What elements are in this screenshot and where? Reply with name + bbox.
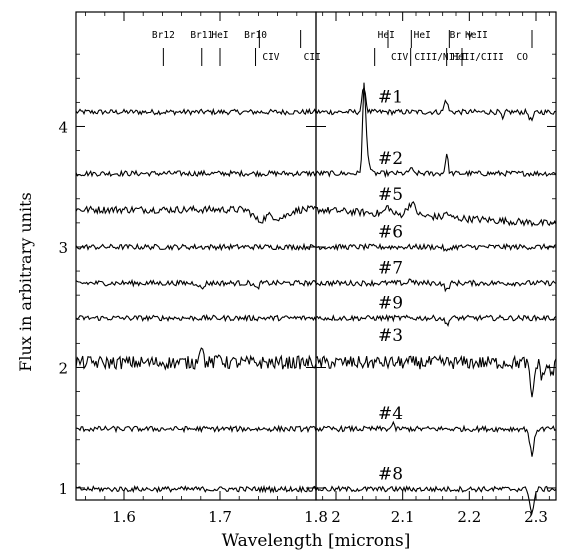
marker-label: HeI (378, 30, 395, 41)
spectrum-line-left (75, 278, 317, 290)
series-label: #9 (378, 293, 403, 313)
panel-frame-right (315, 11, 557, 501)
panel-frames (75, 11, 557, 501)
x-tick-label: 2.1 (391, 508, 415, 526)
spectrum-5: #5 (75, 185, 557, 228)
series-label: #6 (378, 222, 403, 242)
spectrum-line-right (315, 313, 557, 327)
x-tick-label: 2.3 (524, 508, 548, 526)
series-label: #2 (378, 149, 403, 169)
spectrum-6: #6 (75, 222, 557, 252)
spectrum-line-left (75, 107, 317, 117)
spectrum-8: #8 (75, 464, 557, 515)
y-axis-label: Flux in arbitrary units (16, 192, 35, 371)
spectrum-2: #2 (75, 82, 557, 179)
y-tick-label: 3 (58, 239, 68, 257)
y-tick-label: 2 (58, 359, 68, 377)
spectrum-1: #1 (75, 86, 557, 122)
spectrum-line-right (315, 354, 557, 398)
marker-label: Br γ (450, 30, 473, 41)
spectrum-line-right (315, 278, 557, 293)
marker-label: CIV (391, 52, 408, 63)
spectrum-line-left (75, 169, 317, 178)
x-axis-label: Wavelength [microns] (222, 531, 411, 551)
spectrum-line-right (315, 485, 557, 515)
x-tick-label: 1.6 (112, 508, 136, 526)
spectrum-line-right (315, 420, 557, 457)
marker-label: HeI (414, 30, 431, 41)
spectrum-9: #9 (75, 293, 557, 327)
marker-label: CII (304, 52, 321, 63)
marker-label: HeII (465, 30, 488, 41)
marker-label: Br10 (244, 30, 267, 41)
marker-label: Br11 (190, 30, 213, 41)
spectrum-line-left (75, 484, 317, 494)
series-label: #4 (378, 404, 403, 424)
series-label: #7 (378, 258, 403, 278)
marker-label: CO (517, 52, 529, 63)
marker-label: Br12 (152, 30, 175, 41)
spectrum-4: #4 (75, 404, 557, 457)
spectrum-7: #7 (75, 258, 557, 293)
spectrum-line-right (315, 82, 557, 179)
spectrum-line-right (316, 242, 557, 252)
series-label: #8 (378, 464, 403, 484)
spectrum-line-left (75, 347, 317, 371)
spectrum-line-right (316, 201, 557, 228)
marker-label: CIV (262, 52, 279, 63)
y-tick-label: 1 (58, 480, 68, 498)
marker-label: HeI (211, 30, 228, 41)
series-label: #3 (378, 326, 403, 346)
spectrum-line-left (75, 204, 317, 224)
x-tick-label: 1.8 (304, 508, 328, 526)
series-label: #5 (378, 185, 403, 205)
spectrum-line-left (75, 242, 317, 252)
marker-label: HeII/CIII (452, 52, 503, 63)
marker-label: CIII/NIII (414, 52, 465, 63)
spectra-series: #1 #2 #5 #6 #7 #9 #3 #4 #8 (75, 82, 557, 515)
spectrum-3: #3 (75, 326, 557, 398)
series-label: #1 (378, 87, 403, 107)
spectrum-line-left (75, 313, 317, 323)
x-tick-label: 2.2 (457, 508, 481, 526)
x-tick-label: 1.7 (208, 508, 232, 526)
spectrum-line-right (315, 86, 557, 122)
spectrum-line-left (75, 424, 317, 434)
x-tick-label: 2 (331, 508, 341, 526)
y-tick-label: 4 (58, 118, 68, 136)
